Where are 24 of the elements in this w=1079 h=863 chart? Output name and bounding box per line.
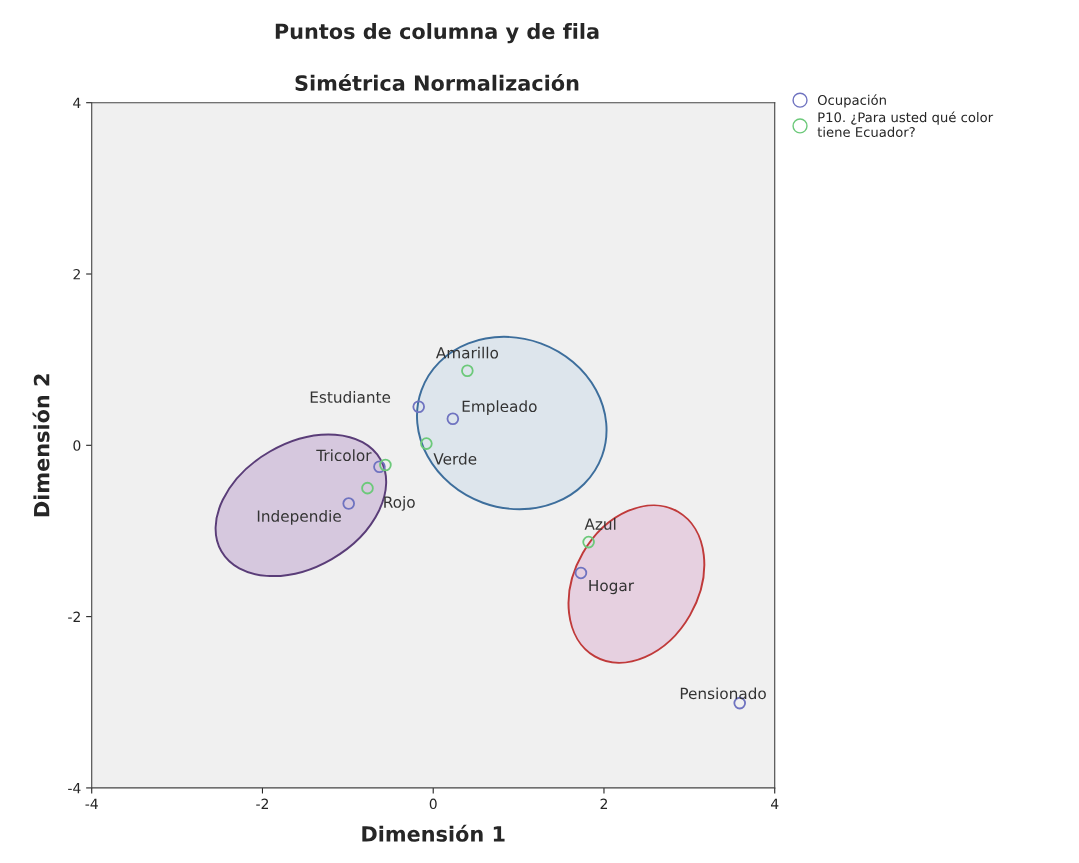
y-axis-title: Dimensión 2 [32, 374, 50, 517]
y-tick-label: 0 [73, 440, 81, 451]
annotation: Pensionado [680, 687, 766, 700]
chart-title: Puntos de columna y de fila [275, 23, 599, 44]
y-tick-label: 4 [73, 97, 81, 108]
y-tick-label: 2 [73, 268, 80, 280]
y-tick-label: -4 [68, 783, 81, 794]
x-tick-label: 4 [770, 798, 779, 809]
legend-label: P10. ¿Para usted qué color tiene Ecuador? [817, 111, 994, 138]
x-tick-label: 0 [429, 798, 437, 810]
annotation: Hogar [589, 579, 635, 595]
annotation: Empleado [462, 400, 537, 416]
legend-label: Ocupación [817, 94, 886, 108]
annotation: Tricolor [316, 449, 372, 462]
annotation: Independie [257, 510, 341, 525]
x-tick-label: -2 [256, 798, 268, 809]
annotation: Estudiante [310, 391, 391, 403]
annotation: Rojo [384, 496, 415, 511]
x-tick-label: 2 [600, 798, 607, 809]
annotation: Verde [433, 452, 477, 465]
y-tick-label: -2 [68, 611, 80, 622]
x-axis-title: Dimensión 1 [362, 824, 505, 842]
chart-subtitle: Simétrica Normalización [295, 73, 579, 91]
x-tick-label: -4 [85, 798, 98, 809]
